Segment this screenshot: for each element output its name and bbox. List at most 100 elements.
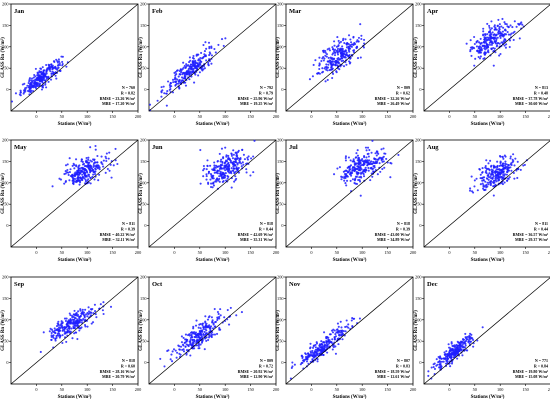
point [172, 81, 175, 84]
point [199, 56, 202, 60]
point [88, 175, 91, 178]
point [344, 38, 347, 41]
point [333, 336, 336, 339]
point [502, 167, 505, 171]
point [306, 356, 310, 359]
point [468, 336, 471, 340]
x-tick-label: 150 [109, 114, 115, 119]
point [181, 68, 184, 71]
data-points [10, 55, 69, 103]
point [76, 318, 79, 321]
stat-line: R = 0.39 [121, 226, 135, 231]
point [222, 176, 225, 179]
point [85, 313, 88, 316]
point [213, 333, 217, 336]
point [98, 173, 101, 176]
point [75, 312, 78, 315]
point [198, 339, 201, 342]
point [321, 67, 324, 70]
point [95, 316, 98, 319]
point [106, 167, 109, 171]
point [161, 89, 164, 92]
point [56, 334, 59, 337]
point [215, 171, 218, 174]
point [479, 173, 482, 176]
point [315, 342, 319, 345]
point [309, 350, 312, 353]
point [75, 179, 79, 182]
point [203, 167, 206, 170]
point [484, 184, 487, 187]
point [328, 341, 331, 344]
point [70, 327, 73, 330]
point [349, 179, 352, 182]
stat-line: N = 811 [535, 221, 548, 226]
point [349, 57, 352, 60]
point [501, 17, 504, 20]
one-to-one-line [148, 276, 277, 385]
point [30, 89, 33, 92]
point [78, 327, 81, 330]
point [355, 156, 358, 159]
point [14, 92, 17, 95]
point [352, 43, 355, 46]
point [223, 166, 226, 169]
point [252, 171, 255, 174]
point [102, 165, 105, 168]
point [217, 43, 220, 46]
point [219, 308, 222, 311]
x-tick-label: 100 [222, 114, 228, 119]
point [84, 178, 87, 181]
point [218, 180, 221, 183]
data-points [51, 144, 119, 188]
point [68, 312, 71, 315]
point [220, 174, 223, 177]
point [355, 40, 358, 43]
point [181, 79, 184, 82]
point [344, 182, 347, 185]
point [370, 151, 373, 154]
point [340, 326, 343, 329]
y-tick-label: 200 [2, 138, 8, 143]
point [332, 60, 335, 63]
one-to-one-line [10, 276, 139, 385]
point [205, 168, 208, 171]
point [182, 348, 185, 351]
stat-line: MBE = 19.25 W/m² [240, 101, 274, 106]
point [371, 167, 375, 170]
point [350, 45, 353, 48]
point [213, 169, 216, 172]
x-tick-label: 200 [135, 387, 141, 392]
point [68, 157, 71, 160]
point [206, 318, 210, 321]
stat-line: R = 0.39 [396, 226, 410, 231]
point [78, 320, 81, 324]
point [204, 315, 207, 318]
point [78, 164, 81, 167]
point [34, 85, 37, 88]
point [343, 179, 346, 182]
point [495, 168, 498, 171]
point [92, 164, 95, 167]
point [378, 162, 381, 165]
point [195, 334, 198, 337]
point [76, 337, 79, 341]
y-tick-label: 200 [415, 2, 421, 7]
point [358, 176, 361, 179]
point [224, 172, 227, 175]
point [243, 158, 246, 161]
point [72, 174, 75, 177]
x-tick-label: 100 [359, 114, 365, 119]
point [482, 27, 485, 30]
point [247, 155, 250, 158]
point [345, 184, 348, 187]
point [473, 42, 476, 46]
point [218, 175, 221, 178]
y-tick-label: 100 [277, 180, 283, 185]
point [216, 165, 219, 168]
point [183, 64, 186, 68]
point [206, 159, 209, 162]
point [36, 72, 39, 75]
point [518, 23, 521, 26]
point [432, 366, 435, 369]
